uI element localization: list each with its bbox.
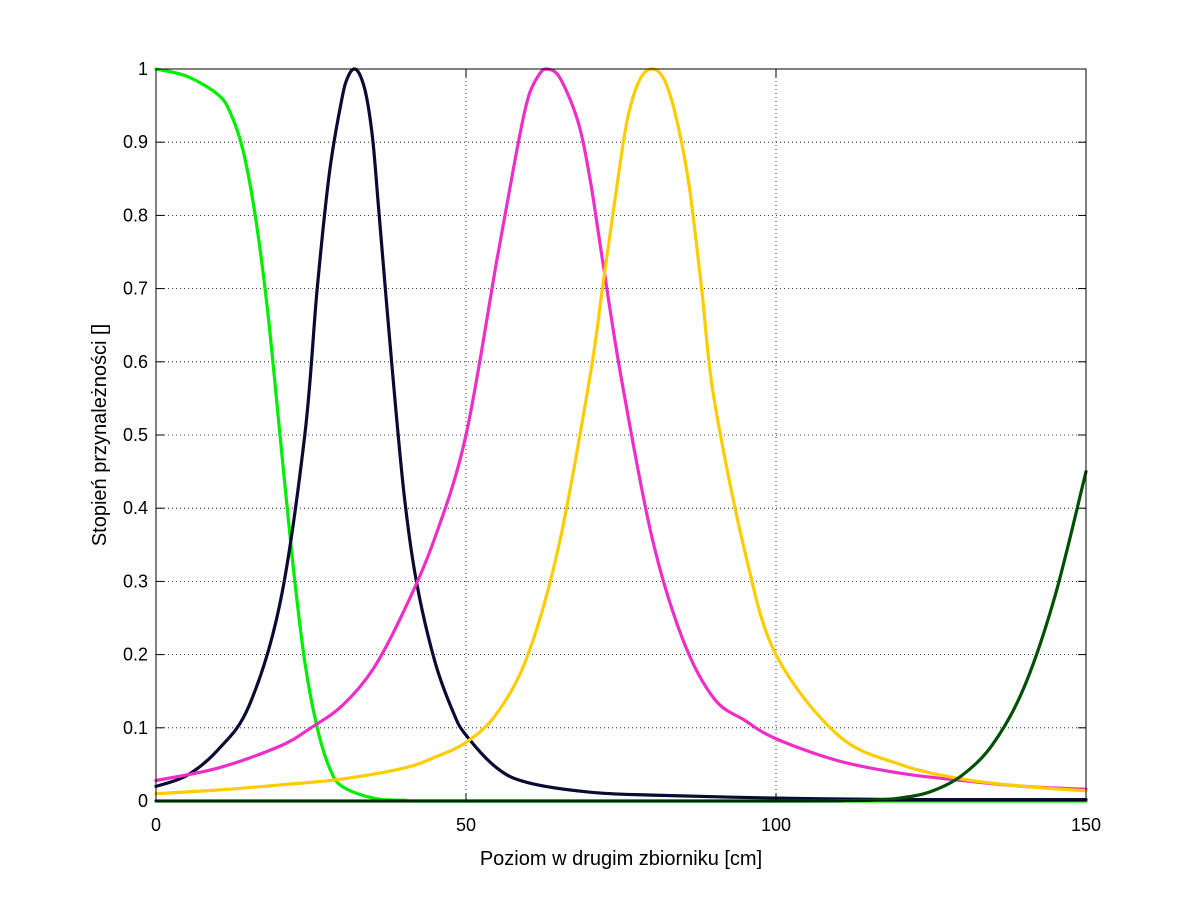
y-tick-label: 0.2 xyxy=(123,645,148,665)
y-tick-label: 0.3 xyxy=(123,571,148,591)
y-tick-label: 0.6 xyxy=(123,352,148,372)
x-axis-label: Poziom w drugim zbiorniku [cm] xyxy=(480,848,762,870)
x-tick-label: 150 xyxy=(1071,815,1101,835)
grid xyxy=(156,69,1086,801)
y-tick-label: 0.5 xyxy=(123,425,148,445)
y-tick-label: 0 xyxy=(138,791,148,811)
y-tick-label: 0.1 xyxy=(123,718,148,738)
series-line-4 xyxy=(154,67,1088,796)
series-line-3 xyxy=(154,67,1088,791)
x-tick-label: 0 xyxy=(151,815,161,835)
tick-labels: 0 50 100 150 0 0.1 0.2 0.3 0.4 0.5 0.6 0.7 0.8 0.9 1 xyxy=(123,59,1101,835)
y-tick-label: 0.4 xyxy=(123,498,148,518)
ticks xyxy=(155,68,1087,802)
x-tick-label: 50 xyxy=(456,815,476,835)
y-tick-label: 0.7 xyxy=(123,279,148,299)
x-tick-label: 100 xyxy=(761,815,791,835)
y-tick-label: 1 xyxy=(138,59,148,79)
y-tick-label: 0.9 xyxy=(123,132,148,152)
y-axis-label: Stopień przynależności [] xyxy=(89,324,111,546)
y-tick-label: 0.8 xyxy=(123,205,148,225)
series-line-2 xyxy=(154,67,1088,802)
